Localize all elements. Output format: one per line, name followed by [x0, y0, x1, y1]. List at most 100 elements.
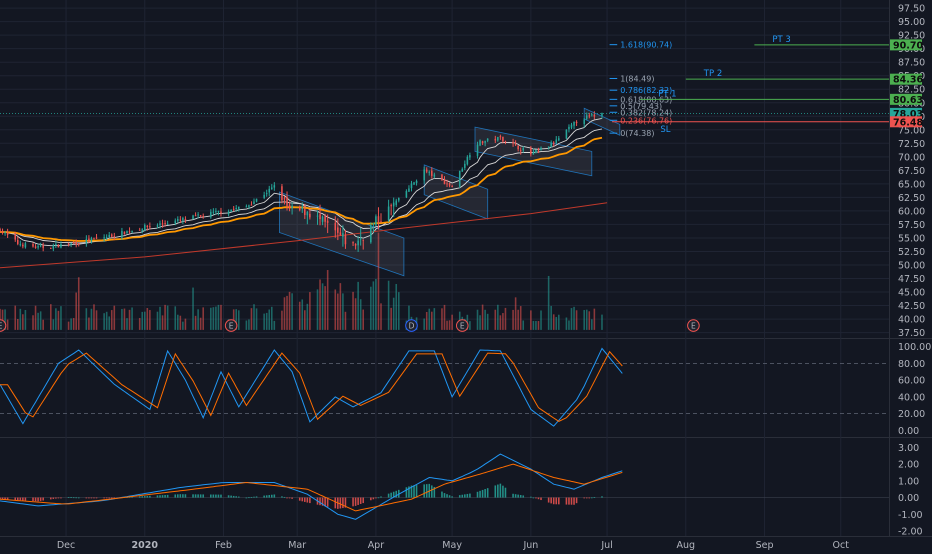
candle-body[interactable]: [583, 119, 585, 124]
candle-body[interactable]: [395, 200, 398, 205]
candle-body[interactable]: [568, 126, 570, 130]
candle-body[interactable]: [484, 141, 486, 143]
candle-body[interactable]: [212, 211, 215, 213]
candle-body[interactable]: [357, 240, 359, 246]
candle-body[interactable]: [182, 217, 184, 221]
candle-body[interactable]: [55, 243, 57, 245]
candle-body[interactable]: [464, 163, 466, 168]
candlesticks[interactable]: [0, 111, 889, 252]
candle-body[interactable]: [309, 213, 311, 218]
candle-body[interactable]: [202, 215, 204, 217]
candle-body[interactable]: [126, 231, 128, 234]
candle-body[interactable]: [517, 145, 519, 150]
candle-body[interactable]: [522, 148, 525, 151]
candle-body[interactable]: [537, 149, 540, 151]
candle-body[interactable]: [141, 229, 144, 231]
candle-body[interactable]: [220, 211, 222, 214]
candle-body[interactable]: [42, 245, 44, 248]
earnings-marker[interactable]: [455, 319, 469, 332]
candle-body[interactable]: [52, 245, 55, 249]
candle-body[interactable]: [108, 234, 111, 238]
candle-body[interactable]: [72, 242, 75, 244]
candle-body[interactable]: [387, 206, 390, 221]
candle-body[interactable]: [268, 188, 271, 193]
candle-body[interactable]: [199, 215, 202, 217]
candle-body[interactable]: [248, 205, 250, 207]
candle-body[interactable]: [519, 150, 522, 152]
dividend-marker[interactable]: [405, 319, 418, 332]
candle-body[interactable]: [372, 222, 375, 224]
candle-body[interactable]: [16, 239, 19, 244]
candle-body[interactable]: [502, 136, 504, 142]
candle-body[interactable]: [575, 121, 578, 124]
candle-body[interactable]: [375, 216, 377, 226]
candle-body[interactable]: [443, 179, 446, 185]
candle-body[interactable]: [263, 194, 265, 198]
candle-body[interactable]: [210, 211, 212, 218]
candle-body[interactable]: [540, 147, 542, 150]
candle-body[interactable]: [67, 243, 70, 245]
candle-body[interactable]: [159, 223, 161, 225]
candle-body[interactable]: [0, 228, 1, 233]
candle-body[interactable]: [103, 237, 105, 239]
candle-body[interactable]: [408, 188, 410, 192]
candle-body[interactable]: [354, 243, 357, 246]
candle-body[interactable]: [138, 229, 141, 231]
candle-body[interactable]: [380, 221, 382, 223]
candle-body[interactable]: [50, 248, 52, 250]
candle-body[interactable]: [105, 236, 108, 239]
candle-body[interactable]: [469, 155, 471, 158]
candle-body[interactable]: [227, 211, 230, 215]
candle-body[interactable]: [281, 186, 283, 201]
candle-body[interactable]: [77, 243, 80, 245]
earnings-marker[interactable]: [687, 319, 700, 332]
candle-body[interactable]: [397, 197, 400, 201]
candle-body[interactable]: [446, 183, 448, 185]
candle-body[interactable]: [514, 143, 517, 145]
candle-body[interactable]: [24, 243, 27, 248]
candle-body[interactable]: [359, 238, 362, 240]
candle-body[interactable]: [149, 226, 151, 228]
candle-body[interactable]: [585, 115, 588, 119]
candle-body[interactable]: [530, 148, 532, 155]
candle-body[interactable]: [166, 223, 169, 225]
candle-body[interactable]: [425, 169, 428, 172]
candle-body[interactable]: [95, 237, 98, 239]
candle-body[interactable]: [32, 243, 34, 247]
candle-body[interactable]: [164, 223, 166, 225]
candle-body[interactable]: [433, 174, 436, 177]
candle-body[interactable]: [270, 187, 273, 190]
candle-body[interactable]: [60, 243, 62, 248]
candle-body[interactable]: [288, 204, 291, 209]
candle-body[interactable]: [555, 139, 558, 144]
candle-body[interactable]: [392, 202, 395, 207]
candle-body[interactable]: [588, 115, 591, 117]
candle-body[interactable]: [192, 215, 194, 220]
candle-body[interactable]: [321, 216, 324, 222]
candle-body[interactable]: [466, 156, 469, 165]
candle-body[interactable]: [448, 182, 451, 186]
candle-body[interactable]: [273, 185, 276, 188]
candle-body[interactable]: [423, 169, 425, 181]
candle-body[interactable]: [428, 171, 431, 173]
candle-body[interactable]: [413, 182, 415, 185]
candle-body[interactable]: [250, 204, 253, 206]
candle-body[interactable]: [479, 140, 481, 146]
candle-body[interactable]: [570, 124, 573, 128]
event-markers[interactable]: EEDEE: [0, 319, 700, 332]
candle-body[interactable]: [334, 222, 337, 231]
candle-body[interactable]: [481, 141, 484, 143]
candle-body[interactable]: [591, 114, 593, 116]
candle-body[interactable]: [215, 210, 217, 212]
candle-body[interactable]: [326, 220, 329, 223]
candle-body[interactable]: [298, 207, 301, 211]
candle-body[interactable]: [255, 198, 258, 202]
candle-body[interactable]: [532, 151, 535, 155]
candle-body[interactable]: [75, 242, 77, 245]
candle-body[interactable]: [194, 215, 197, 217]
candle-body[interactable]: [123, 231, 126, 235]
candle-body[interactable]: [362, 239, 365, 241]
candle-body[interactable]: [342, 233, 344, 237]
candle-body[interactable]: [405, 190, 408, 198]
